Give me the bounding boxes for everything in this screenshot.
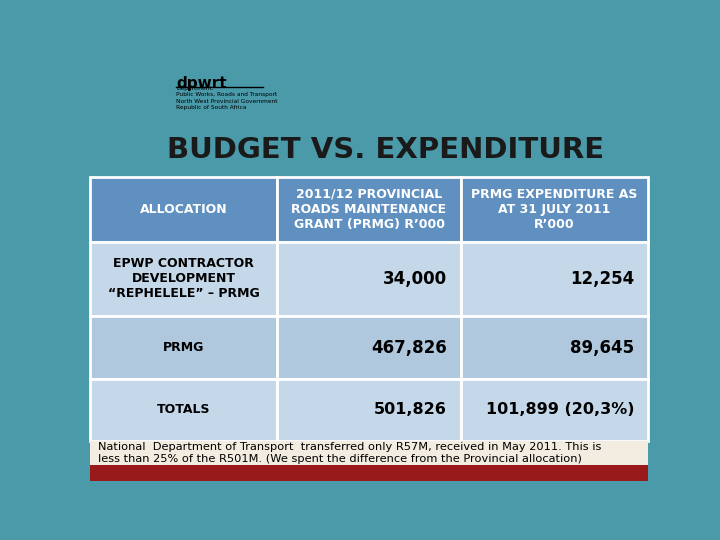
Text: National  Department of Transport  transferred only R57M, received in May 2011. : National Department of Transport transfe… <box>99 442 602 464</box>
Text: BUDGET VS. EXPENDITURE: BUDGET VS. EXPENDITURE <box>167 136 604 164</box>
Text: 12,254: 12,254 <box>570 270 634 288</box>
Bar <box>90 177 277 241</box>
Bar <box>277 379 461 441</box>
Text: ALLOCATION: ALLOCATION <box>140 203 228 216</box>
Text: 89,645: 89,645 <box>570 339 634 356</box>
Bar <box>90 65 648 123</box>
Bar <box>90 65 171 123</box>
Text: PRMG EXPENDITURE AS
AT 31 JULY 2011
R’000: PRMG EXPENDITURE AS AT 31 JULY 2011 R’00… <box>472 188 638 231</box>
Text: 101,899 (20,3%): 101,899 (20,3%) <box>485 402 634 417</box>
Text: 501,826: 501,826 <box>374 402 447 417</box>
Bar <box>90 241 277 316</box>
Text: PRMG: PRMG <box>163 341 204 354</box>
Text: 2011/12 PROVINCIAL
ROADS MAINTENANCE
GRANT (PRMG) R’000: 2011/12 PROVINCIAL ROADS MAINTENANCE GRA… <box>292 188 446 231</box>
Text: EPWP CONTRACTOR
DEVELOPMENT
“REPHELELE” – PRMG: EPWP CONTRACTOR DEVELOPMENT “REPHELELE” … <box>107 258 259 300</box>
Bar <box>461 241 648 316</box>
Bar <box>90 465 648 481</box>
Bar <box>461 177 648 241</box>
Bar <box>277 177 461 241</box>
Bar <box>90 316 277 379</box>
Bar <box>277 241 461 316</box>
Bar <box>277 316 461 379</box>
Bar <box>461 379 648 441</box>
Text: 34,000: 34,000 <box>383 270 447 288</box>
Text: TOTALS: TOTALS <box>157 403 210 416</box>
Bar <box>90 379 277 441</box>
Bar <box>461 316 648 379</box>
Bar <box>90 123 648 177</box>
Text: Department:
Public Works, Roads and Transport
North West Provincial Government
R: Department: Public Works, Roads and Tran… <box>176 86 278 111</box>
Text: dpwrt: dpwrt <box>176 76 227 91</box>
Bar <box>90 441 648 465</box>
Text: 467,826: 467,826 <box>372 339 447 356</box>
